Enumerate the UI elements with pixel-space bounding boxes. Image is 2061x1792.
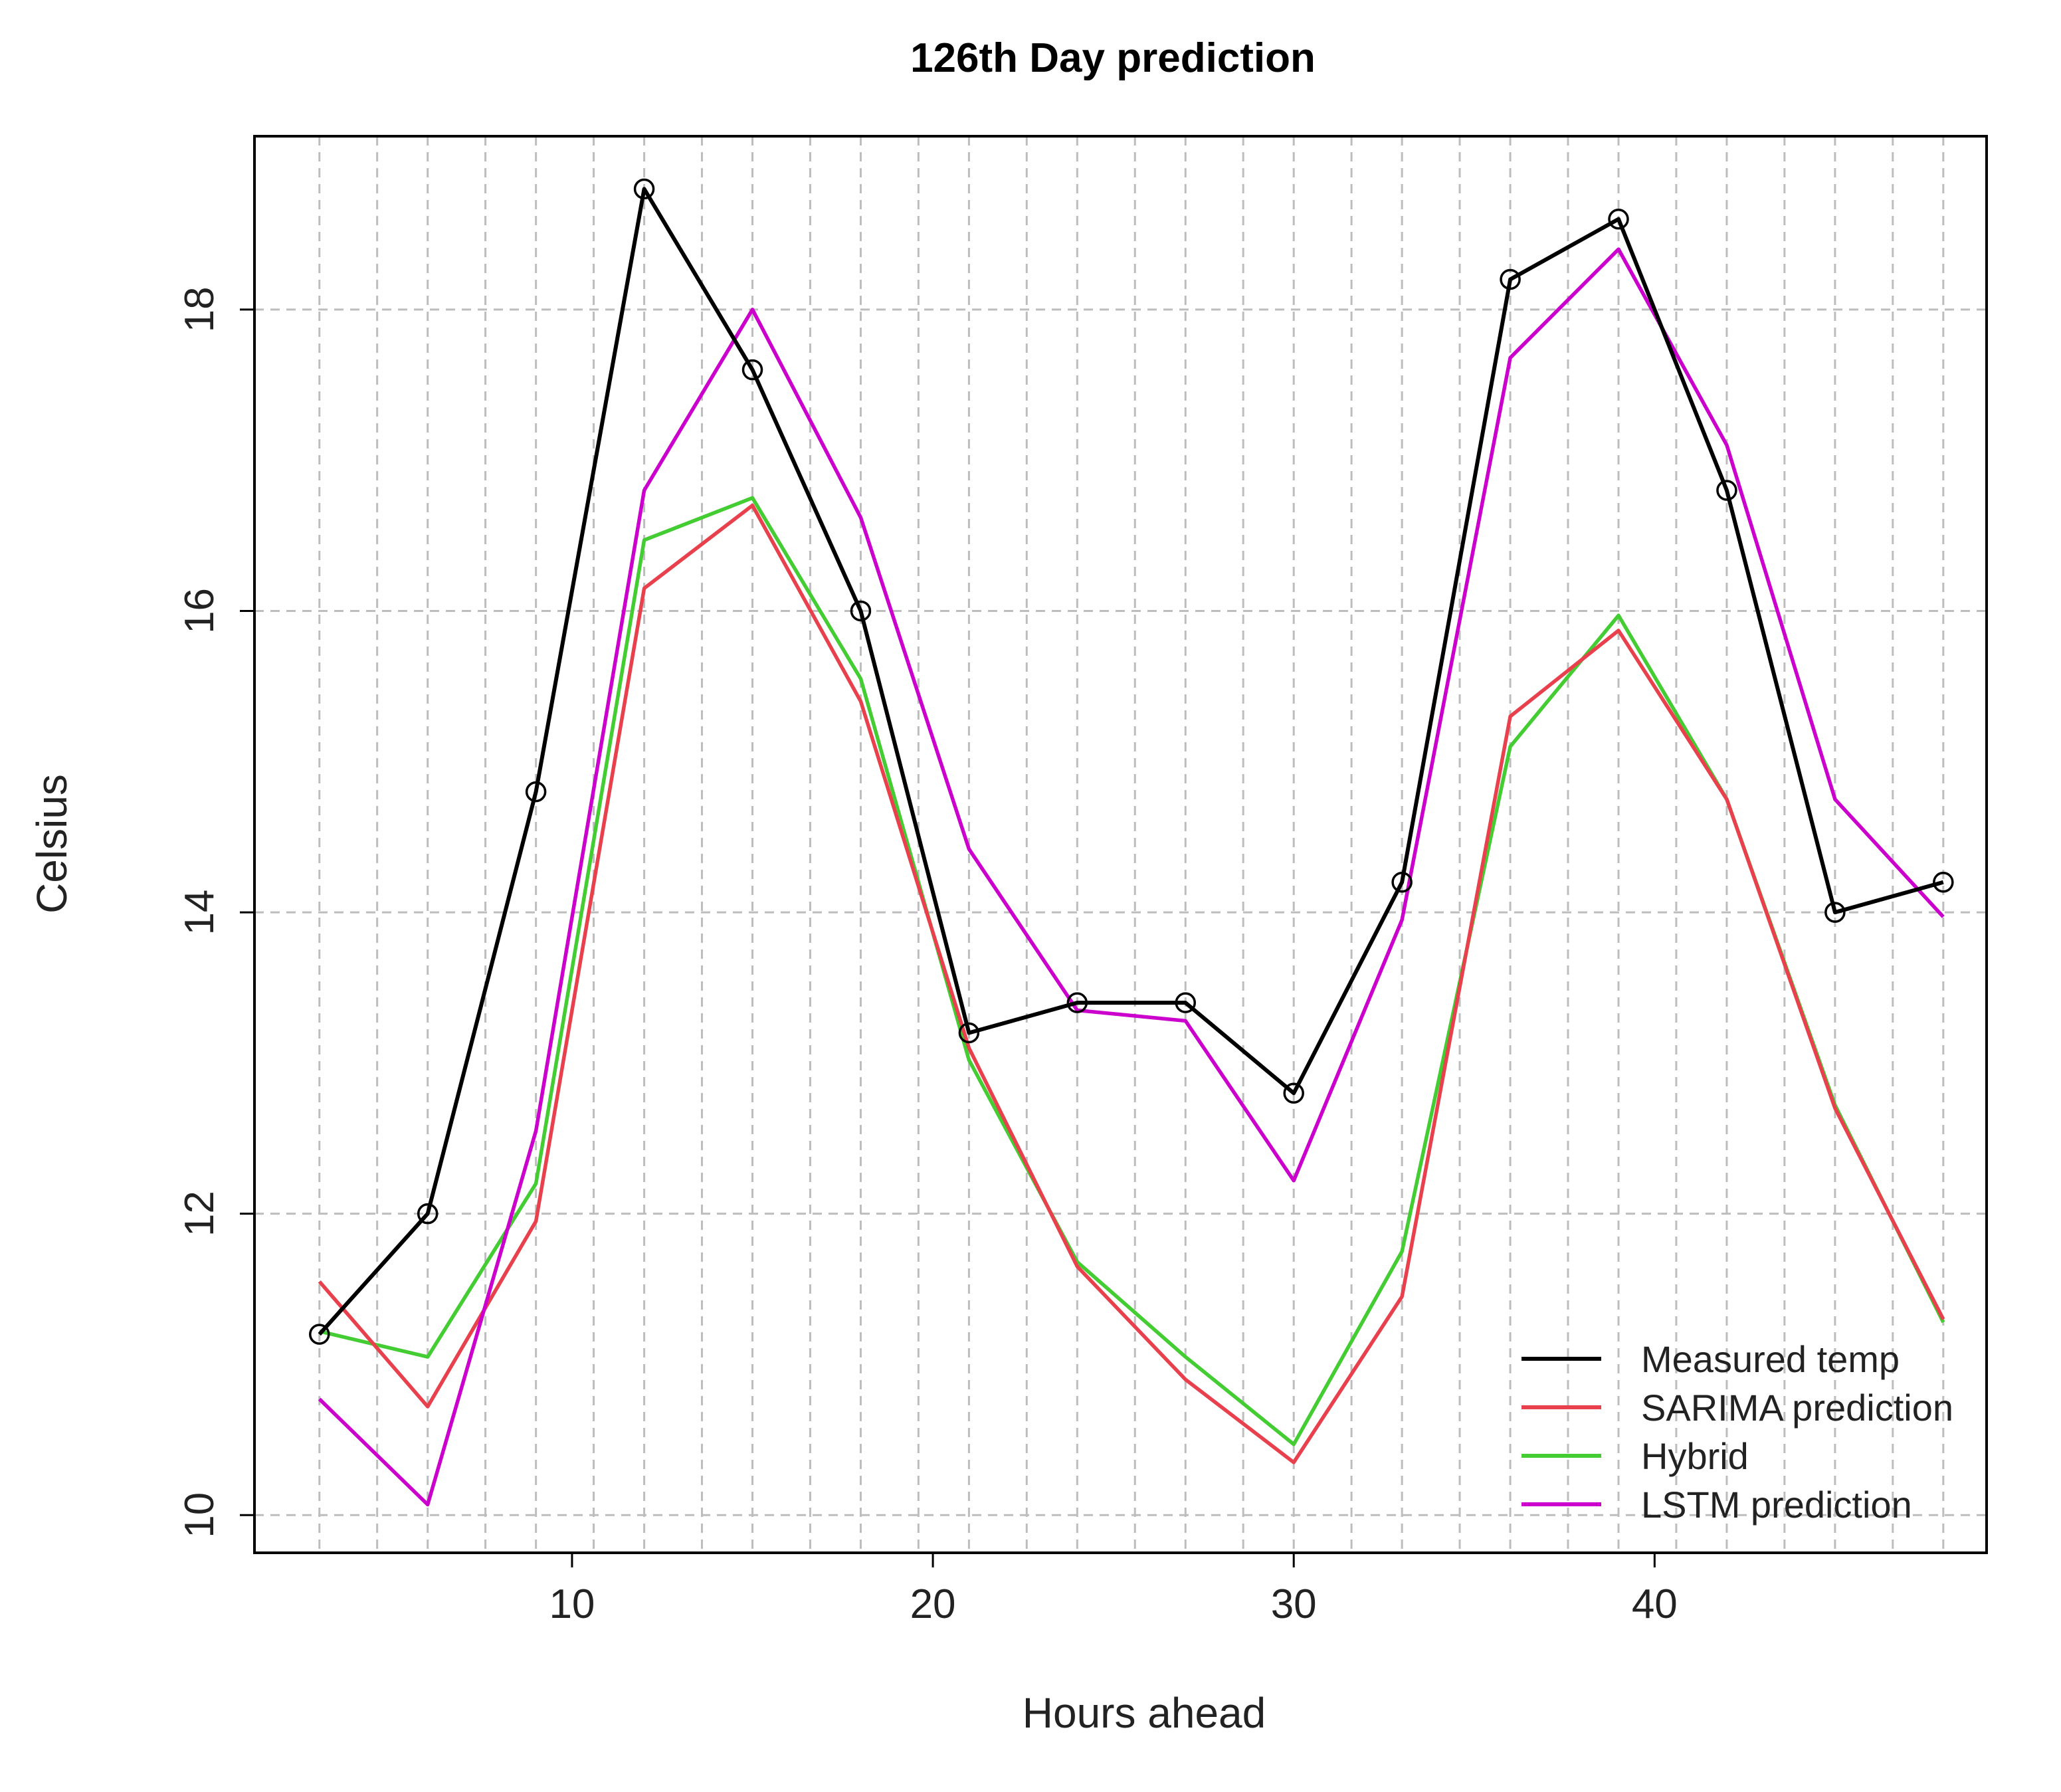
y-tick-label: 16 <box>177 588 223 634</box>
y-tick-label: 14 <box>177 890 223 936</box>
y-tick-label: 18 <box>177 286 223 332</box>
data-point <box>1066 992 1088 1013</box>
data-point <box>633 178 655 200</box>
data-point <box>1391 871 1413 893</box>
data-point <box>1716 480 1737 501</box>
x-tick-label: 20 <box>910 1581 956 1627</box>
data-point <box>1933 871 1954 893</box>
data-point <box>1283 1082 1304 1104</box>
data-point <box>417 1203 439 1225</box>
data-point <box>1175 992 1197 1013</box>
x-tick-label: 40 <box>1632 1581 1678 1627</box>
series-line-sarima-prediction <box>318 503 1945 1464</box>
data-point <box>309 1324 330 1345</box>
legend-label: Measured temp <box>1641 1338 1900 1380</box>
y-tick-label: 12 <box>177 1191 223 1237</box>
x-axis-label: Hours ahead <box>1023 1689 1266 1737</box>
data-point <box>958 1022 980 1044</box>
chart-title: 126th Day prediction <box>910 35 1316 81</box>
legend-label: SARIMA prediction <box>1641 1387 1953 1429</box>
plot-frame <box>253 135 1988 1554</box>
x-tick-label: 10 <box>549 1581 595 1627</box>
x-axis-ticks: 10 20 30 40 <box>549 1553 1678 1627</box>
legend: Measured temp SARIMA prediction Hybrid LSTM… <box>1521 1338 1953 1526</box>
y-axis-ticks: 10 12 14 16 18 <box>177 286 254 1538</box>
y-tick-label: 10 <box>177 1492 223 1538</box>
legend-label: LSTM prediction <box>1641 1484 1912 1526</box>
data-point <box>525 781 547 803</box>
series-lines <box>318 187 1945 1507</box>
data-point <box>850 600 872 622</box>
data-point <box>1500 268 1521 290</box>
series-line-measured-temp <box>318 187 1944 1336</box>
data-point <box>741 359 763 381</box>
data-point <box>1824 902 1846 923</box>
x-tick-label: 30 <box>1271 1581 1317 1627</box>
series-markers <box>309 178 1954 1345</box>
data-point <box>1608 208 1629 230</box>
legend-label: Hybrid <box>1641 1435 1749 1477</box>
y-axis-label: Celsius <box>28 774 76 914</box>
series-line-lstm-prediction <box>318 247 1945 1507</box>
series-line-hybrid <box>319 496 1945 1446</box>
